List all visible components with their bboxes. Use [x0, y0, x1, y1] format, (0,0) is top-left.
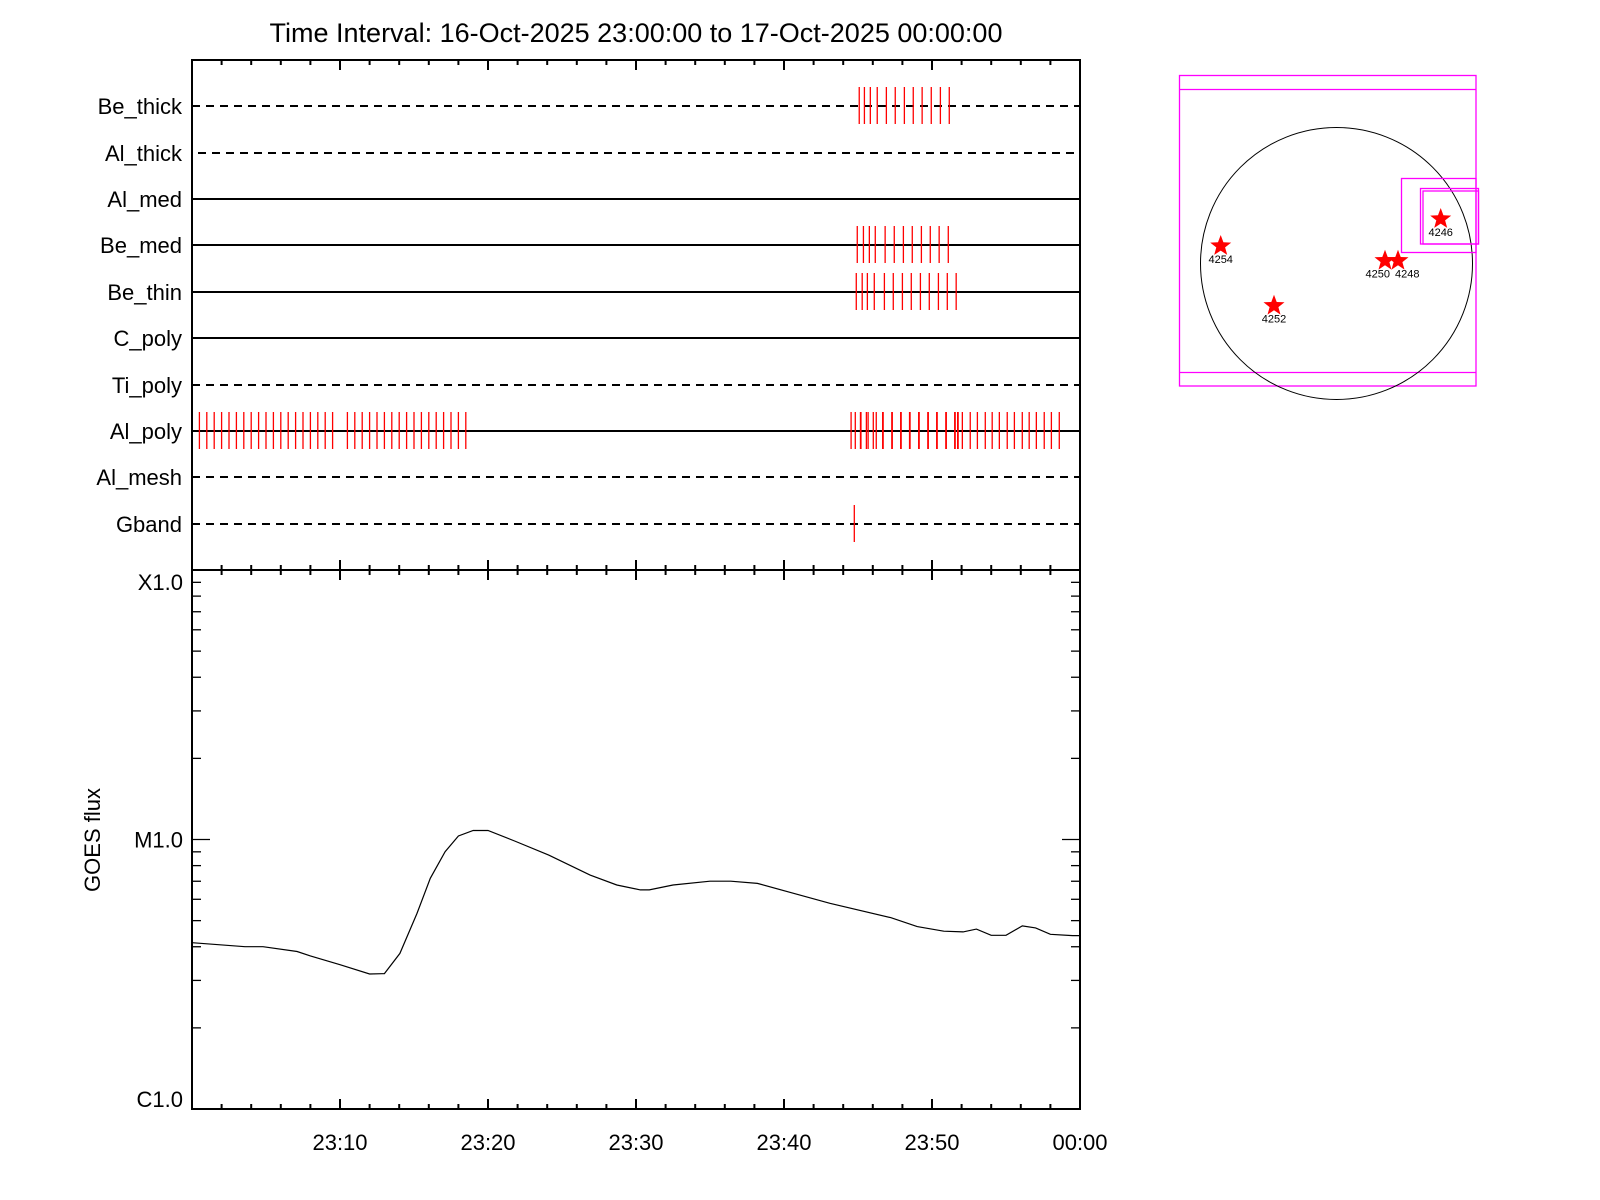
row-label-ti_poly: Ti_poly — [112, 373, 182, 398]
chart-title: Time Interval: 16-Oct-2025 23:00:00 to 1… — [270, 18, 1003, 48]
goes-flux-line — [191, 829, 1080, 975]
active-region-star — [1263, 294, 1285, 315]
row-label-be_med: Be_med — [100, 233, 182, 258]
active-region-star — [1210, 235, 1232, 255]
upper-frame — [191, 59, 1081, 571]
y-tick-label: X1.0 — [138, 570, 183, 595]
filter-timeline-panel: Be_thick Al_thick Al_med Be_med Be_thin C_pol… — [96, 59, 1081, 580]
y-tick-label: M1.0 — [134, 828, 183, 853]
active-region-label: 4252 — [1262, 314, 1286, 326]
pointing-box — [1422, 190, 1480, 245]
pointing-box — [1400, 177, 1477, 254]
x-tick-label: 23:50 — [904, 1130, 959, 1155]
row-label-be_thin: Be_thin — [107, 280, 182, 305]
lower-frame — [191, 569, 1081, 1110]
x-tick-label: 00:00 — [1052, 1130, 1107, 1155]
active-region-star — [1430, 208, 1452, 228]
x-tick-label: 23:30 — [608, 1130, 663, 1155]
x-tick-label: 23:20 — [460, 1130, 515, 1155]
active-region-label: 4246 — [1428, 227, 1452, 239]
row-label-al_mesh: Al_mesh — [96, 465, 182, 490]
row-label-al_med: Al_med — [107, 187, 182, 212]
row-label-al_poly: Al_poly — [110, 419, 182, 444]
active-region-star — [1387, 249, 1409, 270]
row-label-be_thick: Be_thick — [98, 94, 183, 119]
active-region-star — [1374, 249, 1396, 270]
x-tick-label: 23:10 — [312, 1130, 367, 1155]
x-tick-label: 23:40 — [756, 1130, 811, 1155]
y-tick-label: C1.0 — [137, 1087, 183, 1112]
solar-limb — [1200, 127, 1473, 400]
row-label-gband: Gband — [116, 512, 182, 537]
sun-disk-map: 4254 4252 4250 4248 4246 — [1178, 74, 1480, 400]
goes-flux-panel: GOES flux C1.0 M1.0 X1.0 23:10 23:20 23:30 23:… — [80, 569, 1108, 1155]
active-region-label: 4248 — [1395, 269, 1419, 281]
active-region-label: 4254 — [1208, 254, 1232, 266]
row-label-al_thick: Al_thick — [105, 141, 183, 166]
active-region-label: 4250 — [1366, 269, 1390, 281]
y-axis-label: GOES flux — [80, 788, 105, 892]
row-label-c_poly: C_poly — [114, 326, 182, 351]
